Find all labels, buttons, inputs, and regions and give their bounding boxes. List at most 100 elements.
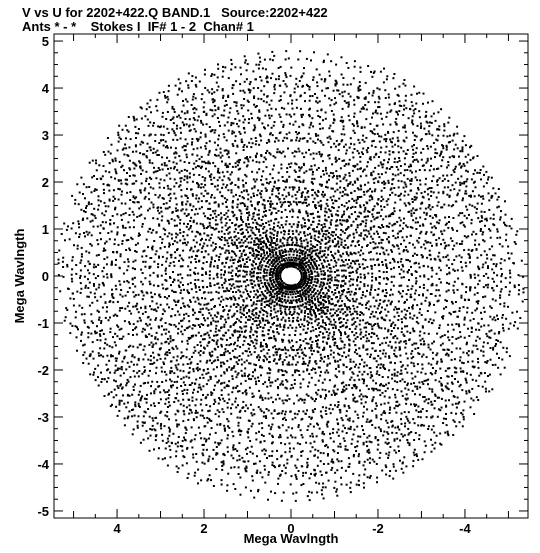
uv-point	[333, 284, 336, 287]
uv-point	[362, 443, 365, 446]
uv-point	[336, 458, 339, 461]
uv-point	[361, 246, 364, 249]
uv-point	[110, 262, 113, 265]
uv-point	[232, 366, 235, 369]
uv-point	[410, 357, 413, 360]
uv-point	[417, 352, 420, 355]
uv-point	[211, 227, 214, 229]
uv-point	[242, 197, 245, 200]
uv-point	[157, 209, 159, 212]
uv-point	[468, 254, 471, 257]
uv-point	[325, 393, 327, 396]
uv-point	[304, 362, 307, 365]
uv-point	[284, 200, 287, 203]
uv-point	[327, 275, 330, 278]
uv-point	[440, 443, 443, 446]
uv-point	[328, 135, 331, 138]
uv-point	[411, 327, 414, 330]
uv-point	[319, 460, 322, 463]
uv-point	[140, 306, 142, 309]
uv-point	[121, 386, 124, 389]
uv-point	[302, 292, 305, 295]
uv-point	[446, 387, 449, 390]
uv-point	[344, 305, 347, 307]
uv-point	[457, 214, 460, 217]
uv-point	[189, 281, 192, 284]
uv-point	[340, 255, 343, 258]
uv-point	[324, 273, 326, 276]
uv-point	[206, 286, 209, 288]
uv-point	[280, 369, 283, 371]
uv-point	[411, 171, 413, 174]
uv-point	[285, 220, 288, 223]
uv-point	[414, 108, 417, 110]
uv-point	[252, 333, 255, 336]
uv-point	[334, 83, 337, 86]
uv-point	[479, 220, 481, 223]
uv-point	[120, 327, 123, 330]
uv-point	[260, 299, 263, 302]
uv-point	[240, 363, 243, 366]
uv-point	[315, 100, 318, 103]
uv-point	[319, 250, 322, 253]
uv-point	[301, 293, 304, 296]
uv-point	[354, 327, 357, 330]
uv-point	[273, 180, 276, 183]
uv-point	[186, 289, 189, 292]
uv-point	[237, 232, 240, 234]
uv-point	[162, 134, 165, 137]
uv-point	[140, 117, 143, 120]
uv-point	[374, 289, 377, 291]
uv-point	[417, 241, 420, 244]
uv-point	[174, 134, 177, 137]
uv-point	[111, 403, 113, 406]
uv-point	[410, 212, 413, 215]
uv-point	[172, 116, 175, 119]
uv-point	[393, 210, 396, 213]
uv-point	[343, 213, 345, 216]
uv-point	[141, 424, 144, 427]
uv-point	[74, 198, 77, 201]
uv-point	[363, 273, 366, 276]
uv-point	[181, 390, 184, 393]
uv-point	[91, 159, 94, 162]
uv-point	[389, 261, 392, 264]
uv-point	[135, 326, 138, 329]
uv-point	[216, 89, 219, 92]
uv-point	[189, 299, 191, 302]
uv-point	[319, 370, 322, 373]
uv-point	[377, 232, 379, 235]
uv-point	[500, 267, 503, 270]
uv-point	[450, 205, 453, 208]
uv-point	[249, 156, 252, 159]
uv-point	[308, 266, 311, 269]
uv-point	[340, 119, 343, 122]
uv-point	[408, 444, 411, 447]
uv-point	[279, 95, 282, 98]
uv-point	[420, 371, 423, 374]
uv-point	[354, 164, 357, 167]
uv-point	[301, 436, 304, 439]
uv-point	[464, 377, 467, 380]
uv-point	[423, 332, 426, 335]
uv-point	[179, 180, 182, 183]
uv-point	[438, 154, 441, 157]
uv-point	[277, 257, 280, 260]
uv-point	[354, 446, 357, 449]
uv-point	[185, 156, 188, 159]
uv-point	[220, 221, 223, 224]
uv-point	[174, 325, 177, 328]
uv-point	[312, 411, 315, 414]
uv-point	[394, 335, 397, 337]
uv-point	[357, 152, 360, 155]
uv-point	[133, 117, 136, 120]
uv-point	[371, 325, 374, 328]
uv-point	[186, 304, 189, 307]
uv-point	[364, 96, 367, 99]
uv-point	[248, 83, 251, 86]
uv-point	[242, 104, 245, 107]
uv-point	[186, 100, 189, 103]
uv-point	[151, 362, 154, 365]
uv-point	[152, 187, 155, 190]
uv-point	[236, 317, 239, 320]
